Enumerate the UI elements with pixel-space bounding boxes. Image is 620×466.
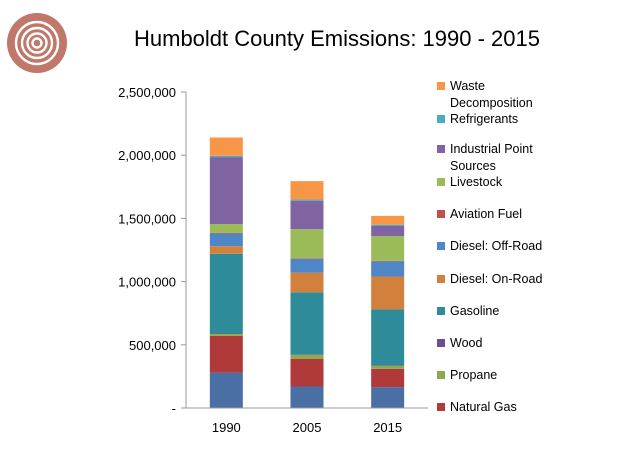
y-tick-label: - <box>172 401 176 416</box>
bar-segment <box>371 365 405 369</box>
bar-segment <box>290 181 324 200</box>
legend-swatch <box>437 371 445 379</box>
bar-segment <box>209 224 243 233</box>
legend-item: Refrigerants <box>437 112 518 126</box>
bar-segment <box>209 157 243 225</box>
bar-segment <box>290 354 324 359</box>
bar-segment <box>209 155 243 158</box>
y-tick-label: 2,500,000 <box>118 85 176 100</box>
x-axis: 1990 2005 2015 <box>186 407 428 435</box>
bar-segment <box>290 199 324 201</box>
bar-stack-2015 <box>371 215 405 408</box>
legend-label: Natural Gas <box>450 400 517 414</box>
bar-segment <box>371 387 405 408</box>
legend-label: Aviation Fuel <box>450 207 522 221</box>
bar-segment <box>371 276 405 310</box>
bar-segment <box>371 225 405 237</box>
bar-stack-2005 <box>290 181 324 408</box>
concentric-circles-logo-icon <box>7 13 67 73</box>
bar-segment <box>209 232 243 234</box>
bar-segment <box>290 258 324 259</box>
legend-item: Livestock <box>437 175 503 189</box>
x-tick-label: 2005 <box>293 420 322 435</box>
chart-title: Humboldt County Emissions: 1990 - 2015 <box>134 26 540 51</box>
legend-item: Natural Gas <box>437 400 517 414</box>
legend-swatch <box>437 178 445 186</box>
legend-swatch <box>437 82 445 90</box>
bar-segment <box>290 272 324 293</box>
y-tick-label: 1,000,000 <box>118 275 176 290</box>
y-tick-label: 2,000,000 <box>118 148 176 163</box>
legend-swatch <box>437 275 445 283</box>
bar-segment <box>371 224 405 226</box>
bar-segment <box>371 236 405 261</box>
legend-label: Industrial Point <box>450 142 533 156</box>
legend: Waste Decomposition Refrigerants Industrial… <box>437 79 542 414</box>
legend-label: Decomposition <box>450 96 533 110</box>
bar-segment <box>209 372 243 408</box>
bar-segment <box>290 200 324 230</box>
legend-swatch <box>437 339 445 347</box>
legend-item: Aviation Fuel <box>437 207 522 221</box>
y-tick-label: 500,000 <box>129 338 176 353</box>
bars <box>209 137 405 408</box>
bar-segment <box>290 292 324 355</box>
legend-swatch <box>437 145 445 153</box>
legend-swatch <box>437 210 445 218</box>
bar-segment <box>209 335 243 373</box>
legend-label: Gasoline <box>450 304 499 318</box>
y-tick-label: 1,500,000 <box>118 211 176 226</box>
legend-label: Livestock <box>450 175 503 189</box>
legend-item: Propane <box>437 368 497 382</box>
legend-swatch <box>437 242 445 250</box>
legend-item: Waste Decomposition <box>437 79 533 110</box>
legend-label: Propane <box>450 368 497 382</box>
bar-segment <box>371 309 405 366</box>
x-tick-label: 2015 <box>373 420 402 435</box>
bar-segment <box>209 334 243 336</box>
bar-segment <box>209 253 243 334</box>
legend-label: Refrigerants <box>450 112 518 126</box>
legend-label: Sources <box>450 159 496 173</box>
bar-segment <box>209 246 243 254</box>
bar-segment <box>209 233 243 247</box>
bar-segment <box>290 229 324 259</box>
bar-segment <box>290 358 324 387</box>
legend-label: Diesel: On-Road <box>450 272 542 286</box>
bar-segment <box>290 386 324 408</box>
legend-item: Industrial Point Sources <box>437 142 533 173</box>
legend-swatch <box>437 403 445 411</box>
bar-segment <box>290 354 324 355</box>
bar-segment <box>371 260 405 262</box>
legend-item: Wood <box>437 336 482 350</box>
x-tick-label: 1990 <box>212 420 241 435</box>
legend-label: Wood <box>450 336 482 350</box>
bar-segment <box>209 137 243 156</box>
legend-swatch <box>437 115 445 123</box>
bar-segment <box>371 368 405 388</box>
bar-segment <box>371 261 405 277</box>
legend-swatch <box>437 307 445 315</box>
bar-stack-1990 <box>209 137 243 408</box>
bar-segment <box>290 258 324 273</box>
bar-segment <box>371 215 405 225</box>
legend-label: Waste <box>450 79 485 93</box>
legend-item: Diesel: On-Road <box>437 272 542 286</box>
bar-segment <box>371 365 405 366</box>
legend-item: Gasoline <box>437 304 499 318</box>
legend-item: Diesel: Off-Road <box>437 239 542 253</box>
bar-segment <box>209 333 243 335</box>
legend-label: Diesel: Off-Road <box>450 239 542 253</box>
y-axis: - 500,000 1,000,000 1,500,000 2,000,000 2,500… <box>118 85 187 416</box>
